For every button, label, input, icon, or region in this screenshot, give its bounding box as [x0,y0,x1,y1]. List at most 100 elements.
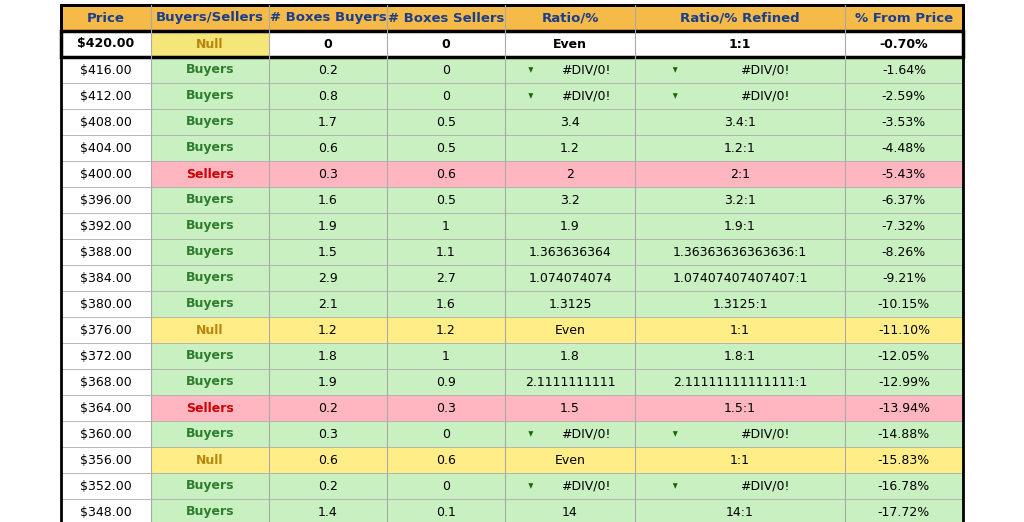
Text: Even: Even [555,454,586,467]
Bar [151,395,269,421]
Text: #DIV/0!: #DIV/0! [561,89,610,102]
Bar [269,161,387,187]
Bar [505,447,635,473]
Text: 0.1: 0.1 [436,505,456,518]
Bar [505,473,635,499]
Bar [845,31,963,57]
Bar [61,5,963,522]
Text: $392.00: $392.00 [80,219,132,232]
Text: #DIV/0!: #DIV/0! [561,64,610,77]
Text: 2.11111111111111:1: 2.11111111111111:1 [673,375,807,388]
Bar [505,317,635,343]
Bar [845,83,963,109]
Bar [845,239,963,265]
Text: $348.00: $348.00 [80,505,132,518]
Text: 1.4: 1.4 [318,505,338,518]
Bar [845,473,963,499]
Bar [845,187,963,213]
Text: Buyers: Buyers [185,89,234,102]
Text: Sellers: Sellers [186,168,233,181]
Bar [845,109,963,135]
Text: 3.2:1: 3.2:1 [724,194,756,207]
Bar [635,31,845,57]
Text: 3.2: 3.2 [560,194,580,207]
Bar [269,83,387,109]
Bar [151,343,269,369]
Text: -15.83%: -15.83% [878,454,930,467]
Text: 0: 0 [324,38,333,51]
Bar [635,135,845,161]
Bar [505,213,635,239]
Text: 1.1: 1.1 [436,245,456,258]
Bar [269,265,387,291]
Text: -6.37%: -6.37% [882,194,926,207]
Text: 0.3: 0.3 [318,168,338,181]
Bar [505,265,635,291]
Bar [505,83,635,109]
Bar [635,291,845,317]
Text: 1:1: 1:1 [730,324,750,337]
Text: -17.72%: -17.72% [878,505,930,518]
Text: Buyers: Buyers [185,115,234,128]
Text: -3.53%: -3.53% [882,115,926,128]
Text: -16.78%: -16.78% [878,480,930,492]
Bar [505,109,635,135]
Polygon shape [673,67,678,73]
Text: 14: 14 [562,505,578,518]
Bar [845,291,963,317]
Bar [387,499,505,522]
Bar [61,213,151,239]
Bar [635,239,845,265]
Text: $360.00: $360.00 [80,428,132,441]
Bar [387,421,505,447]
Polygon shape [528,431,534,437]
Bar [61,447,151,473]
Bar [269,395,387,421]
Text: -0.70%: -0.70% [880,38,929,51]
Bar [151,473,269,499]
Bar [151,5,269,31]
Text: Buyers: Buyers [185,298,234,311]
Bar [387,317,505,343]
Text: -14.88%: -14.88% [878,428,930,441]
Text: -12.99%: -12.99% [878,375,930,388]
Bar [387,395,505,421]
Bar [635,109,845,135]
Text: 1.2: 1.2 [560,141,580,155]
Text: Null: Null [197,324,224,337]
Text: 3.4:1: 3.4:1 [724,115,756,128]
Bar [845,5,963,31]
Text: 14:1: 14:1 [726,505,754,518]
Bar [387,135,505,161]
Polygon shape [673,93,678,99]
Bar [387,57,505,83]
Bar [269,473,387,499]
Bar [61,31,151,57]
Text: Even: Even [553,38,587,51]
Bar [387,265,505,291]
Text: Sellers: Sellers [186,401,233,414]
Bar [505,369,635,395]
Bar [151,499,269,522]
Text: 1.6: 1.6 [436,298,456,311]
Text: # Boxes Sellers: # Boxes Sellers [388,11,504,25]
Polygon shape [528,483,534,489]
Text: 0: 0 [442,428,450,441]
Bar [845,499,963,522]
Text: Buyers: Buyers [185,141,234,155]
Bar [269,317,387,343]
Bar [151,31,269,57]
Text: 2:1: 2:1 [730,168,750,181]
Text: 1.36363636363636:1: 1.36363636363636:1 [673,245,807,258]
Text: # Boxes Buyers: # Boxes Buyers [269,11,386,25]
Bar [635,187,845,213]
Bar [151,187,269,213]
Bar [269,239,387,265]
Bar [269,499,387,522]
Bar [505,499,635,522]
Bar [387,161,505,187]
Text: 0: 0 [442,89,450,102]
Bar [635,5,845,31]
Text: 1.9:1: 1.9:1 [724,219,756,232]
Bar [61,5,963,31]
